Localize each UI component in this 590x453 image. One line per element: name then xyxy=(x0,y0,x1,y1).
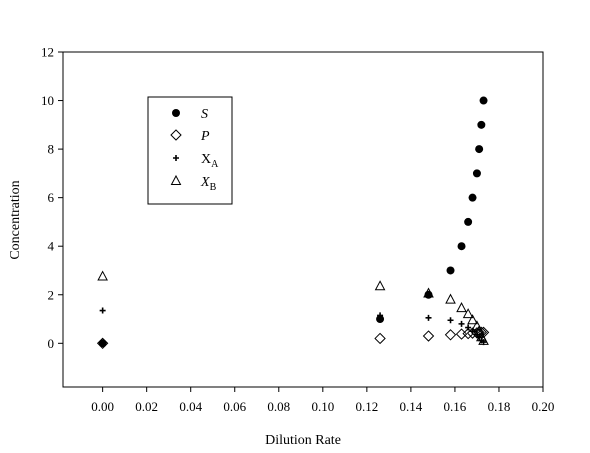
series-0 xyxy=(98,96,488,348)
legend-label: S xyxy=(201,107,208,122)
data-point xyxy=(377,312,384,319)
data-point xyxy=(422,330,435,342)
data-point xyxy=(374,280,386,291)
legend-marker xyxy=(170,129,182,141)
y-tick-label: 2 xyxy=(48,287,55,302)
tick-marks xyxy=(58,51,544,392)
x-tick-label: 0.00 xyxy=(91,399,114,414)
x-tick-label: 0.04 xyxy=(179,399,202,414)
data-point xyxy=(456,302,467,313)
y-tick-label: 8 xyxy=(48,142,55,157)
plot-frame xyxy=(62,51,544,388)
data-point xyxy=(447,317,454,324)
data-point xyxy=(479,96,488,105)
legend-marker xyxy=(170,174,182,185)
data-point xyxy=(467,314,478,325)
y-axis-label: Concentration xyxy=(8,180,23,259)
legend-box xyxy=(147,96,233,205)
data-point xyxy=(478,334,489,345)
y-tick-label: 12 xyxy=(41,45,54,60)
data-point xyxy=(473,325,485,336)
data-point xyxy=(468,193,477,202)
data-point xyxy=(98,339,107,348)
data-points xyxy=(96,96,490,350)
data-point xyxy=(425,314,432,321)
x-tick-label: 0.18 xyxy=(488,399,511,414)
x-axis-label: Dilution Rate xyxy=(265,433,341,448)
data-point xyxy=(374,332,386,345)
legend-series-name: P xyxy=(200,129,210,144)
data-point xyxy=(458,320,465,327)
x-tick-label: 0.02 xyxy=(135,399,158,414)
legend-marker xyxy=(172,109,180,117)
legend-series-name: X xyxy=(201,152,211,167)
data-point xyxy=(97,270,108,281)
x-tick-label: 0.16 xyxy=(444,399,467,414)
data-point xyxy=(462,308,474,319)
data-point xyxy=(444,329,457,341)
legend-label: XB xyxy=(200,175,217,193)
legend-series-subscript: B xyxy=(210,182,217,193)
x-tick-label: 0.10 xyxy=(311,399,334,414)
legend-label: XA xyxy=(201,152,219,170)
data-point xyxy=(464,217,473,226)
data-point xyxy=(477,120,486,129)
data-point xyxy=(99,307,106,314)
data-point xyxy=(475,145,484,154)
legend-series-name: S xyxy=(201,107,208,122)
legend-marker xyxy=(173,155,179,161)
x-tick-label: 0.08 xyxy=(267,399,290,414)
x-tick-label: 0.06 xyxy=(223,399,246,414)
legend-series-subscript: A xyxy=(211,159,219,170)
data-point xyxy=(423,287,434,298)
data-point xyxy=(376,315,385,324)
legend-label: P xyxy=(200,129,210,144)
data-point xyxy=(472,169,481,178)
x-tick-label: 0.20 xyxy=(532,399,555,414)
data-point xyxy=(465,324,472,331)
data-point xyxy=(445,293,456,304)
data-point xyxy=(446,266,455,275)
data-point xyxy=(96,337,109,350)
y-tick-label: 4 xyxy=(48,239,55,254)
y-tick-label: 0 xyxy=(48,336,55,351)
x-tick-label: 0.12 xyxy=(355,399,378,414)
data-point xyxy=(455,328,468,340)
legend-series-name: X xyxy=(200,175,210,190)
y-tick-label: 6 xyxy=(48,190,55,205)
series-3 xyxy=(97,270,489,345)
tick-labels: 0.00 0.02 0.04 0.06 0.08 0.10 0.12 0.14 0.16 0.18… xyxy=(41,45,554,415)
series-1 xyxy=(96,326,490,350)
x-tick-label: 0.14 xyxy=(400,399,423,414)
data-point xyxy=(457,242,466,251)
y-tick-label: 10 xyxy=(41,93,54,108)
series-2 xyxy=(99,307,487,346)
plot-axes xyxy=(62,51,544,388)
